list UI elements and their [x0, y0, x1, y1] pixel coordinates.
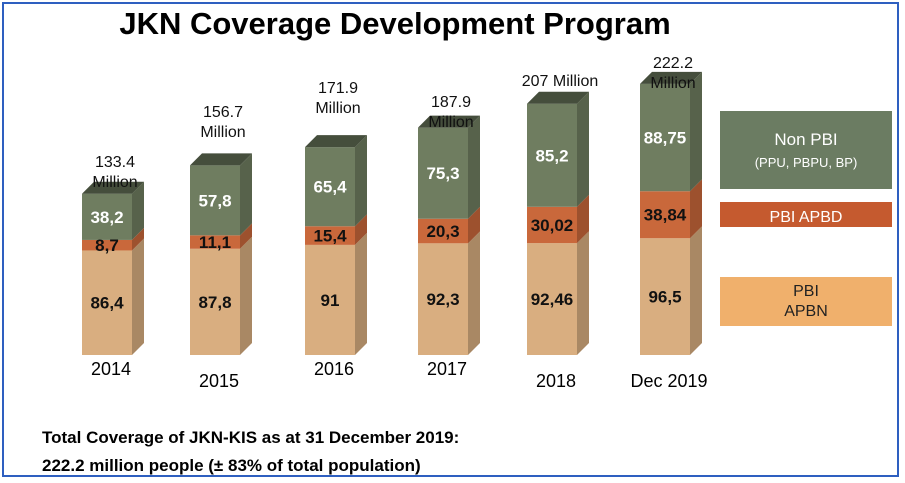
legend-non-pbi: Non PBI (PPU, PBPU, BP) — [720, 111, 892, 189]
bar-total-label: 207 Million — [522, 73, 598, 90]
bar-segment — [640, 191, 690, 239]
bar-value-label: 85,2 — [535, 146, 568, 165]
footer-line-1: Total Coverage of JKN-KIS as at 31 Decem… — [42, 428, 460, 447]
bar-segment — [190, 235, 240, 249]
bar-total-label: 133.4 — [95, 154, 135, 171]
bar-value-label: 11,1 — [199, 233, 231, 252]
bar-value-label: 38,84 — [644, 206, 687, 225]
bar-segment-side — [577, 231, 589, 355]
bar-segment — [82, 239, 132, 251]
bar-segment-side — [132, 238, 144, 355]
bar-top-cap — [305, 135, 367, 148]
bar-segment-side — [468, 115, 480, 219]
bar-top-cap — [418, 115, 480, 128]
bar-total-label: Million — [428, 114, 473, 131]
bar-segment-side — [690, 71, 702, 192]
bar-value-label: 8,7 — [95, 236, 119, 255]
legend-pbi-apbd: PBI APBD — [720, 202, 892, 227]
bar-value-label: 92,46 — [531, 290, 574, 309]
bar-segment — [190, 165, 240, 236]
bar-segment — [305, 244, 355, 355]
bar-top-cap — [190, 153, 252, 166]
legend-pbi-apbn-label: PBI APBN — [784, 282, 828, 320]
bar-segment — [190, 248, 240, 355]
bar-segment — [640, 238, 690, 355]
bar-value-label: 96,5 — [648, 288, 681, 307]
bar-segment-side — [240, 153, 252, 236]
bar-segment-side — [690, 226, 702, 355]
bar-value-label: 91 — [321, 291, 340, 310]
bar-segment-side — [577, 194, 589, 244]
bar-segment — [418, 243, 468, 355]
chart-title: JKN Coverage Development Program — [119, 6, 671, 41]
category-label: 2016 — [314, 359, 354, 379]
bar-top-cap — [82, 181, 144, 194]
bar-segment-side — [132, 181, 144, 240]
bar-segment — [527, 243, 577, 355]
bar-value-label: 38,2 — [90, 208, 123, 227]
category-label: 2017 — [427, 359, 467, 379]
legend-non-pbi-sublabel: (PPU, PBPU, BP) — [754, 155, 858, 170]
legend-pbi-apbn: PBI APBN — [720, 277, 892, 326]
bar-segment — [640, 83, 690, 192]
bar-value-label: 57,8 — [198, 191, 231, 210]
bar-segment — [305, 147, 355, 227]
legend-pbi-apbd-label: PBI APBD — [769, 208, 843, 226]
bar-value-label: 30,02 — [531, 216, 574, 235]
bar-total-label: 222.2 — [653, 55, 693, 72]
bar-segment — [418, 218, 468, 244]
chart-frame — [2, 2, 899, 477]
bar-value-label: 20,3 — [426, 222, 459, 241]
bar-segment — [527, 103, 577, 207]
category-label: Dec 2019 — [630, 371, 707, 391]
bar-total-label: Million — [200, 124, 245, 141]
category-label: 2018 — [536, 371, 576, 391]
bar-top-cap — [527, 91, 589, 104]
footer-note: Total Coverage of JKN-KIS as at 31 Decem… — [42, 424, 459, 480]
bar-segment — [527, 206, 577, 244]
bar-segment — [82, 193, 132, 240]
bar-segment-side — [690, 179, 702, 239]
bar-total-label: 187.9 — [431, 94, 471, 111]
legend-non-pbi-label: Non PBI — [774, 130, 838, 149]
bar-segment-side — [240, 236, 252, 355]
bar-top-cap — [640, 71, 702, 84]
footer-line-2: 222.2 million people (± 83% of total pop… — [42, 456, 421, 475]
bar-segment-side — [577, 91, 589, 207]
bar-value-label: 86,4 — [90, 294, 124, 313]
bar-total-label: Million — [650, 75, 695, 92]
bar-segment — [305, 226, 355, 245]
bar-segment-side — [468, 206, 480, 244]
bar-value-label: 15,4 — [313, 227, 347, 246]
bar-total-label: 171.9 — [318, 80, 358, 97]
bar-segment-side — [355, 232, 367, 355]
category-label: 2015 — [199, 371, 239, 391]
bar-total-label: Million — [92, 174, 137, 191]
bar-segment-side — [132, 227, 144, 251]
bar-value-label: 87,8 — [198, 293, 231, 312]
bar-segment-side — [468, 231, 480, 355]
bar-value-label: 88,75 — [644, 129, 687, 148]
bar-value-label: 75,3 — [426, 164, 459, 183]
bar-total-label: 156.7 — [203, 104, 243, 121]
bar-total-label: Million — [315, 100, 360, 117]
bar-segment — [418, 127, 468, 219]
bar-segment-side — [240, 223, 252, 249]
bar-value-label: 65,4 — [313, 178, 347, 197]
bar-value-label: 92,3 — [426, 290, 459, 309]
bar-segment-side — [355, 135, 367, 227]
bar-segment-side — [355, 214, 367, 245]
category-label: 2014 — [91, 359, 131, 379]
bar-segment — [82, 250, 132, 355]
